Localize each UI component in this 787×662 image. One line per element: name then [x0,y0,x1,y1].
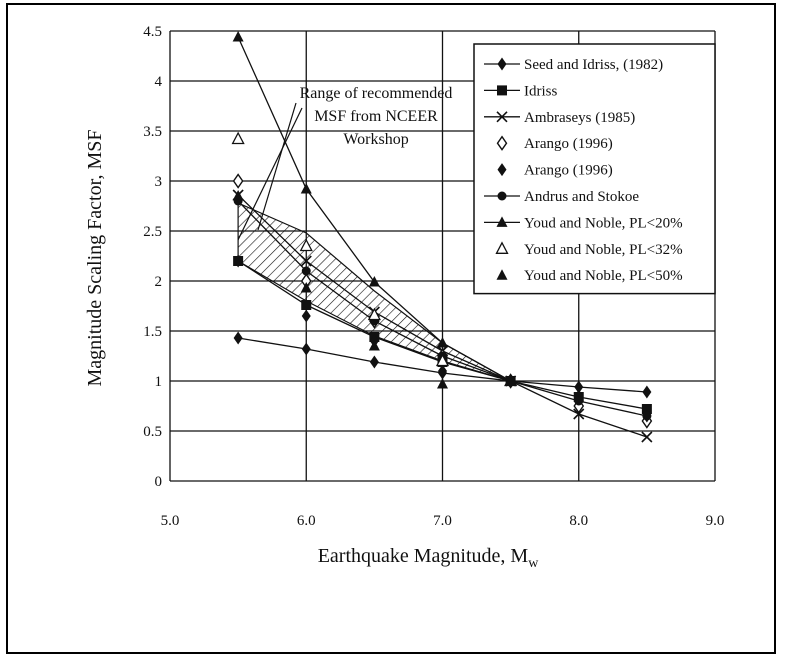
data-point-series-0 [369,355,379,369]
data-point-series-0 [574,380,584,394]
data-point-series-0 [233,331,243,345]
y-tick-label: 0.5 [143,424,162,440]
data-point-series-8 [232,190,244,201]
data-point-series-2 [573,408,585,420]
data-point-series-2 [300,255,312,267]
series-markers [231,31,653,443]
recommended-range-band [237,202,511,382]
y-tick-label: 4 [155,74,163,90]
legend-label: Youd and Noble, PL<32% [524,242,683,258]
legend-marker [496,111,508,123]
data-point-series-6 [368,276,380,287]
legend-marker [497,57,507,71]
y-tick-label: 3.5 [143,124,162,140]
data-point-series-4 [301,309,311,323]
legend-label: Youd and Noble, PL<50% [524,268,683,284]
legend-box [473,43,716,295]
annotation-pointer-2 [237,107,303,241]
annotation-line-2: MSF from NCEER [314,108,438,125]
data-point-series-5 [642,411,652,421]
x-axis-label: Earthquake Magnitude, Mw [318,545,540,571]
range-annotation: Range of recommended MSF from NCEER Work… [237,85,453,241]
legend-marker [497,163,507,177]
data-point-series-4 [233,254,243,268]
data-point-series-2 [641,431,653,443]
data-point-series-6 [300,183,312,194]
y-tick-label: 0 [155,474,163,490]
data-point-series-7 [231,131,245,145]
x-axis-label-main: Earthquake Magnitude, M [318,545,529,567]
data-point-series-6 [232,31,244,42]
data-point-series-5 [301,266,311,276]
data-point-series-5 [574,396,584,406]
legend-label: Andrus and Stokoe [524,189,639,205]
y-tick-label: 1.5 [143,324,162,340]
data-point-series-8 [505,375,517,386]
legend-marker [495,241,509,254]
legend-label: Ambraseys (1985) [524,110,635,126]
y-axis-label: Magnitude Scaling Factor, MSF [84,130,106,387]
data-point-series-8 [300,282,312,293]
x-tick-label: 6.0 [297,513,316,529]
data-point-series-7 [435,353,450,367]
annotation-line-1: Range of recommended [300,85,453,102]
x-tick-label: 5.0 [161,513,180,529]
axis-tick-labels: 0 0.5 1 1.5 2 2.5 3 3.5 4 4.5 5.0 6.0 7.0 8.0 9.0 [143,24,724,529]
legend-label: Arango (1996) [524,136,613,152]
legend-label: Arango (1996) [524,163,613,179]
data-point-series-6 [437,337,448,348]
data-point-series-1 [301,300,312,310]
y-tick-label: 2 [155,274,163,290]
annotation-line-3: Workshop [343,131,408,148]
x-axis-label-subscript: w [528,556,539,571]
data-point-series-8 [368,340,380,351]
x-tick-label: 7.0 [433,513,452,529]
data-point-series-3 [232,173,244,189]
legend-marker [496,216,508,227]
legend-label: Seed and Idriss, (1982) [524,57,663,73]
data-point-series-7 [367,307,381,321]
x-tick-label: 8.0 [569,513,588,529]
y-tick-label: 1 [155,374,163,390]
annotation-pointer-1 [257,102,297,231]
y-tick-label: 3 [155,174,163,190]
y-tick-label: 2.5 [143,224,162,240]
data-point-series-7 [299,238,313,252]
data-point-series-0 [301,342,311,356]
legend-marker [496,269,508,280]
figure-frame [6,3,776,654]
legend-label: Youd and Noble, PL<20% [524,215,683,231]
data-point-series-0 [642,385,652,399]
legend: Seed and Idriss, (1982) Idriss Ambraseys (… [473,43,716,295]
data-point-series-4 [438,364,447,378]
legend-marker [496,135,508,151]
y-tick-label: 4.5 [143,24,162,40]
legend-marker [497,85,507,96]
data-point-series-8 [437,378,448,389]
legend-label: Idriss [524,83,557,99]
data-point-series-1 [641,404,652,414]
x-tick-label: 9.0 [706,513,725,529]
legend-marker [497,191,507,201]
